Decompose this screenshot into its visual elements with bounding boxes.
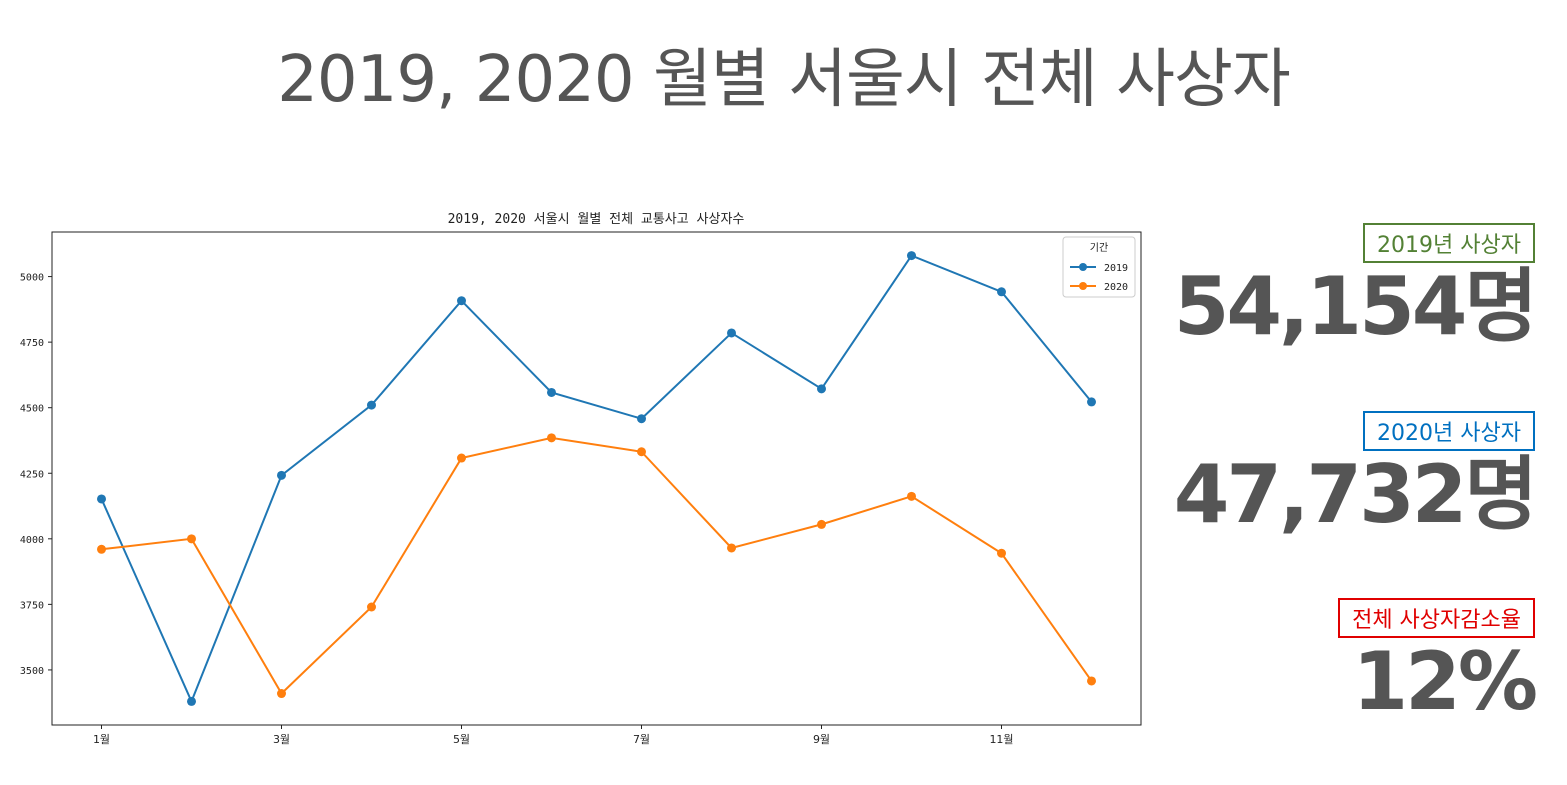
data-point-2019: [277, 470, 286, 480]
data-point-2019: [97, 494, 106, 504]
stat-value-2020: 47,732명: [1173, 448, 1538, 541]
data-point-2020: [547, 433, 556, 443]
legend-label-2019: 2019: [1104, 263, 1128, 274]
legend-label-2020: 2020: [1104, 282, 1128, 293]
legend-title: 기간: [1090, 242, 1108, 254]
y-tick-label: 4250: [20, 469, 44, 480]
x-tick-label: 1월: [93, 733, 110, 746]
stat-2020: 2020년 사상자 47,732명: [1173, 411, 1538, 541]
y-tick-label: 3500: [20, 666, 44, 677]
data-point-2019: [367, 400, 376, 410]
data-point-2019: [187, 696, 196, 706]
data-point-2019: [457, 296, 466, 306]
x-tick-label: 7월: [633, 733, 650, 746]
data-point-2019: [727, 328, 736, 338]
chart-svg: 2019, 2020 서울시 월별 전체 교통사고 사상자수 3500 3750 4…: [20, 212, 1142, 746]
page-title: 2019, 2020 월별 서울시 전체 사상자: [277, 43, 1291, 117]
data-point-2019: [637, 414, 646, 424]
stat-2019: 2019년 사상자 54,154명: [1173, 223, 1538, 353]
data-point-2020: [907, 491, 916, 501]
data-point-2020: [277, 689, 286, 699]
data-point-2020: [187, 534, 196, 544]
data-point-2020: [367, 602, 376, 612]
x-tick-label: 5월: [453, 733, 470, 746]
stat-value-2019: 54,154명: [1173, 260, 1538, 353]
series-layer: [97, 251, 1096, 706]
line-chart: 2019, 2020 서울시 월별 전체 교통사고 사상자수 3500 3750 4…: [0, 195, 1160, 765]
legend-marker-2020: [1079, 282, 1087, 290]
chart-legend: 기간 2019 2020: [1062, 236, 1136, 298]
data-point-2019: [817, 384, 826, 394]
stat-label-2019: 2019년 사상자: [1363, 223, 1535, 263]
stat-label-2020: 2020년 사상자: [1363, 411, 1535, 451]
data-point-2020: [637, 447, 646, 457]
plot-frame: [51, 231, 1142, 726]
y-tick-label: 4000: [20, 535, 44, 546]
axes: 3500 3750 4000 4250 4500 4750 5000 1월 3월 5월 7월 9월 11…: [20, 273, 1014, 746]
data-point-2019: [907, 251, 916, 261]
data-point-2020: [727, 543, 736, 553]
legend-marker-2019: [1079, 263, 1087, 271]
series-line-2019: [100, 254, 1093, 704]
stat-label-reduction: 전체 사상자감소율: [1338, 598, 1535, 638]
legend-box: [1062, 236, 1136, 298]
x-tick-label: 11월: [989, 733, 1013, 746]
data-point-2020: [997, 548, 1006, 558]
stat-reduction: 전체 사상자감소율 12%: [1338, 598, 1538, 728]
stat-value-reduction: 12%: [1352, 635, 1538, 728]
y-tick-label: 4750: [20, 338, 44, 349]
data-point-2020: [457, 453, 466, 463]
data-point-2020: [817, 519, 826, 529]
data-point-2019: [547, 387, 556, 397]
x-tick-label: 9월: [813, 733, 830, 746]
y-tick-label: 5000: [20, 273, 44, 284]
data-point-2019: [997, 287, 1006, 297]
data-point-2020: [97, 544, 106, 554]
data-point-2020: [1087, 676, 1096, 686]
data-point-2019: [1087, 397, 1096, 407]
series-line-2020: [101, 436, 1093, 696]
x-tick-label: 3월: [273, 733, 290, 746]
chart-title: 2019, 2020 서울시 월별 전체 교통사고 사상자수: [448, 212, 745, 227]
y-tick-label: 4500: [20, 404, 44, 415]
y-tick-label: 3750: [20, 600, 44, 611]
